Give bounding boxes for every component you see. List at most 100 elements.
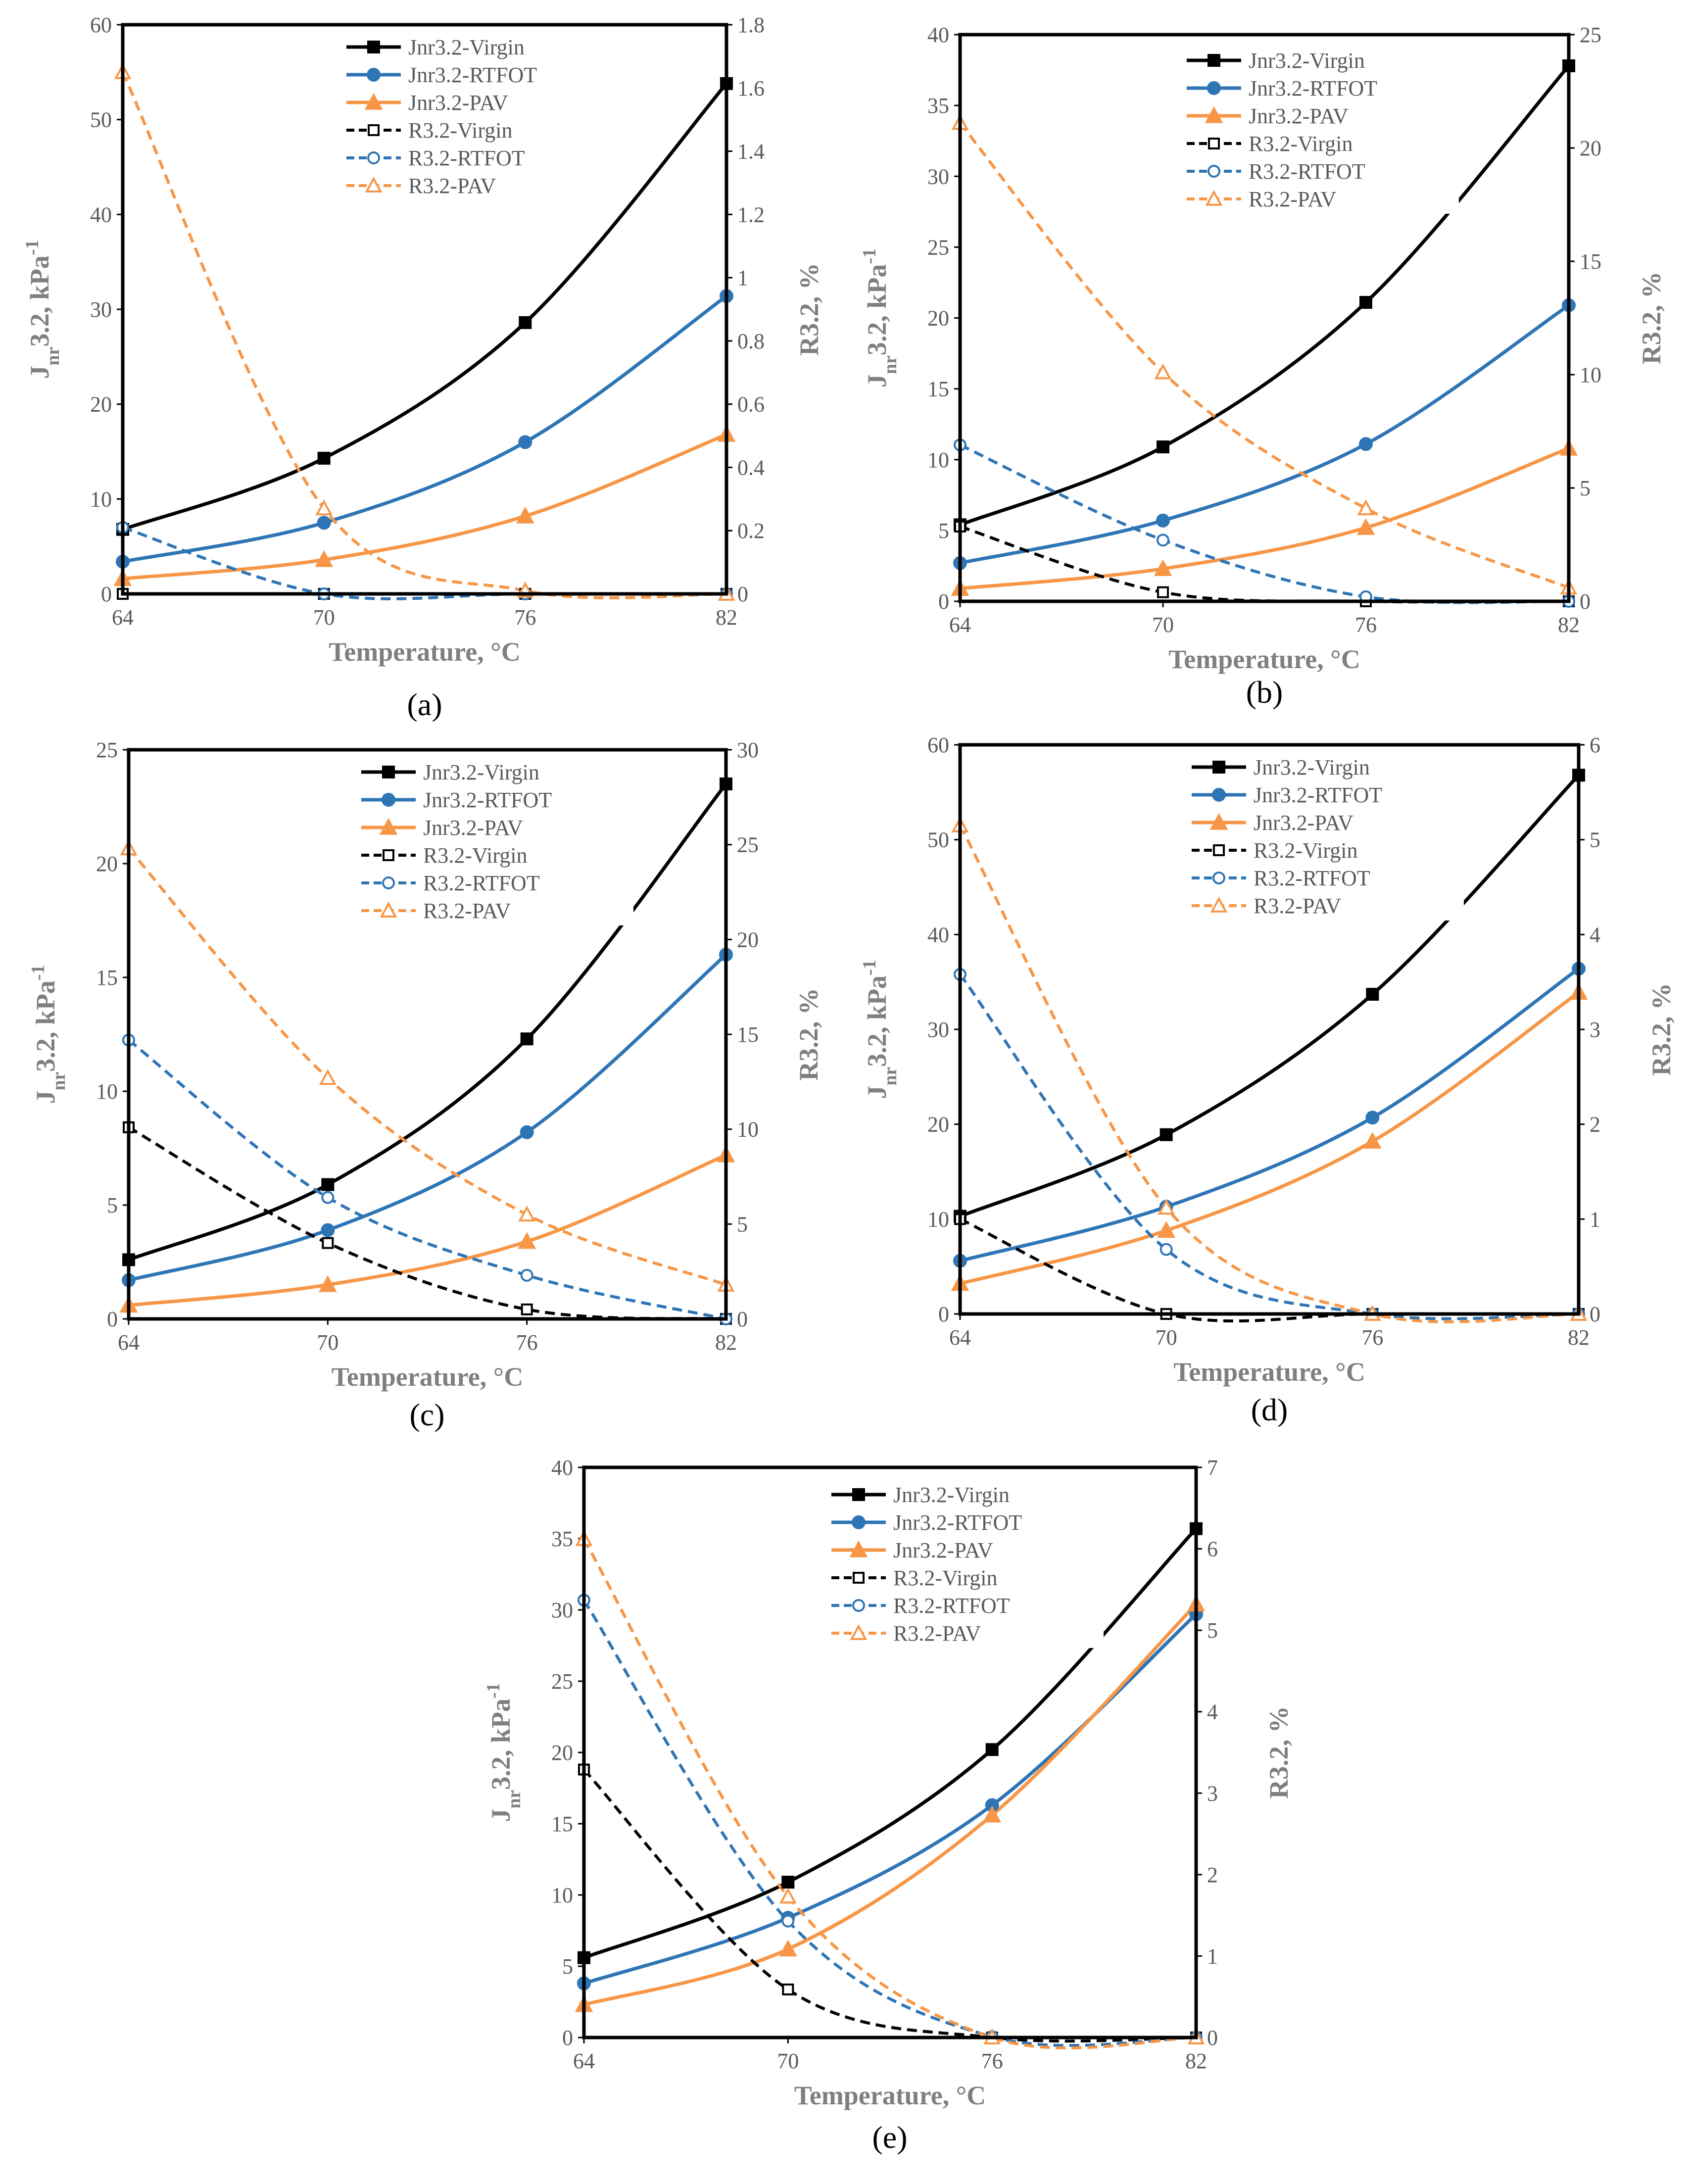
legend-marker [1208,138,1220,149]
left-axis-tick-label: 0 [938,1302,949,1326]
series-line-r32-virgin [959,1217,1579,1323]
data-point-r32-rtfot [1159,1243,1173,1256]
x-axis-tick-label: 76 [514,605,536,630]
right-axis-tick-label: 0 [1580,589,1591,614]
plot-area-border [121,23,728,596]
legend-label: Jnr3.2-PAV [1249,104,1349,128]
series-line-jnr32-pav [122,433,727,581]
left-axis-tick-label: 25 [96,738,118,762]
right-axis-tick-label: 1 [1207,1944,1218,1968]
legend-marker [368,124,380,136]
legend-label: R3.2-Virgin [893,1566,997,1590]
right-axis-label: R3.2, % [794,988,823,1081]
right-axis-tick-label: 7 [1207,1456,1218,1480]
right-axis-tick-label: 4 [1590,922,1600,947]
legend-label: Jnr3.2-Virgin [1249,49,1365,73]
right-axis-tick-label: 0 [1207,2026,1218,2050]
series-line-jnr32-pav [960,991,1580,1286]
data-point-jnr32-virgin [1157,440,1169,453]
left-axis-label-part: nr [43,346,63,365]
series-line-jnr32-virgin [959,774,1580,1218]
legend-marker [1207,81,1221,95]
left-axis-label: Jnr3.2, kPa-1 [859,960,901,1099]
legend-box [826,1480,1104,1648]
data-point-jnr32-virgin [317,451,331,465]
data-point-r32-virgin [1157,586,1169,598]
series-line-r32-rtfot [128,1039,726,1320]
x-axis-tick-label: 82 [1568,1325,1590,1350]
series-line-r32-rtfot [959,443,1569,604]
data-point-jnr32-virgin [1159,1128,1173,1141]
legend-marker [852,1599,865,1612]
x-axis-label: Temperature, °C [1168,644,1360,674]
data-point-r32-virgin [782,1983,794,1995]
legend-marker [1212,788,1226,802]
data-point-jnr32-virgin [985,1743,999,1756]
right-axis-tick-label: 0.8 [737,329,765,353]
series-line-r32-virgin [960,525,1569,604]
left-axis-label-part: nr [48,1071,69,1090]
left-axis-label-part: J [486,1809,516,1822]
data-point-jnr32-virgin [321,1178,335,1191]
left-axis-label-part: -1 [483,1683,504,1699]
data-point-r32-rtfot [321,1191,335,1204]
left-axis-tick-label: 35 [551,1527,573,1551]
data-point-jnr32-rtfot [518,435,532,449]
data-point-r32-pav [518,1205,536,1222]
right-axis-tick-label: 30 [737,738,759,762]
right-axis-tick-label: 2 [1590,1113,1600,1137]
legend-box [1187,752,1464,921]
left-axis-tick-label: 40 [927,922,949,947]
data-point-jnr32-virgin [519,316,532,329]
data-point-r32-rtfot [1157,534,1169,547]
left-axis-label-part: -1 [22,240,43,255]
right-axis-tick-label: 20 [737,927,759,952]
legend-marker [382,793,395,807]
left-axis-tick-label: 20 [927,1113,949,1137]
right-axis-tick-label: 3 [1207,1781,1218,1805]
legend-label: Jnr3.2-PAV [423,816,523,840]
left-axis-tick-label: 30 [927,164,949,189]
left-axis-tick-label: 35 [927,94,949,118]
right-axis-tick-label: 5 [737,1212,748,1236]
right-axis-tick-label: 4 [1207,1700,1218,1724]
series-line-jnr32-virgin [122,82,728,531]
x-axis-tick-label: 82 [716,605,737,630]
right-axis-tick-label: 3 [1590,1018,1600,1042]
legend-box [341,32,619,200]
panel-caption: (c) [409,1397,444,1432]
plot-area-border [958,743,1581,1316]
series-line-jnr32-rtfot [960,967,1580,1263]
right-axis-tick-label: 5 [1207,1618,1218,1643]
left-axis-label-part: -1 [859,960,880,975]
series-line-jnr32-virgin [128,782,727,1262]
left-axis-tick-label: 0 [562,2026,573,2050]
right-axis-tick-label: 0 [1590,1302,1600,1326]
legend-label: R3.2-PAV [1249,187,1337,211]
legend-marker [380,901,397,918]
series-line-jnr32-pav [960,446,1570,590]
x-axis-tick-label: 82 [1185,2049,1207,2073]
panel-caption: (a) [407,687,442,722]
left-axis-label-part: 3.2, kPa [862,264,892,356]
x-axis-label: Temperature, °C [329,637,521,667]
left-axis-tick-label: 5 [938,519,949,543]
left-axis-tick-label: 10 [90,487,112,511]
legend: Jnr3.2-Virgin Jnr3.2-RTFOT Jnr3.2-PAV R3.2-… [1187,752,1464,921]
legend-label: Jnr3.2-Virgin [893,1483,1010,1507]
left-axis-label: Jnr3.2, kPa-1 [859,248,901,388]
series-line-r32-pav [582,1538,1197,2050]
legend-label: Jnr3.2-PAV [1254,811,1353,835]
series-line-r32-pav [127,847,726,1286]
legend-marker [1210,896,1228,913]
data-point-r32-virgin [521,1303,533,1315]
left-axis-label-part: -1 [28,965,48,980]
right-axis-tick-label: 0.4 [737,455,765,480]
left-axis-tick-label: 60 [927,733,949,757]
plot-area-border [582,1465,1198,2039]
x-axis-tick-label: 70 [317,1330,338,1355]
legend-label: R3.2-Virgin [408,118,512,143]
data-point-jnr32-pav [1356,518,1375,535]
legend-marker [382,876,395,889]
legend: Jnr3.2-Virgin Jnr3.2-RTFOT Jnr3.2-PAV R3.2-… [826,1480,1104,1648]
